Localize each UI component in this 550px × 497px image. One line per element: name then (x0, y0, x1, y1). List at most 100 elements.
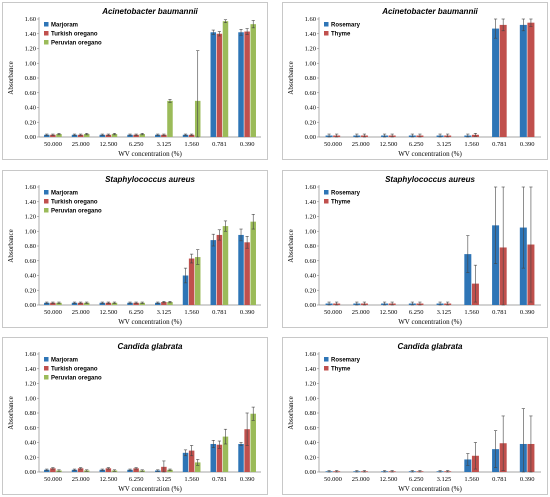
bar (71, 469, 78, 472)
bar (50, 302, 56, 305)
bar (155, 134, 161, 137)
bar (222, 21, 229, 137)
y-tick-label: 0.20 (305, 287, 316, 294)
bar (99, 302, 106, 305)
y-axis-label: Absorbance (7, 229, 15, 262)
x-tick-label: 50.000 (44, 476, 62, 483)
bar (216, 444, 223, 472)
legend-swatch (44, 190, 49, 195)
y-axis-label: Absorbance (7, 396, 15, 429)
y-tick-label: 1.00 (305, 395, 316, 402)
x-tick-label: 3.125 (437, 309, 452, 316)
legend-label: Thyme (331, 31, 351, 37)
bar (83, 134, 90, 137)
bar (210, 32, 217, 137)
chart-panel-1: Acinetobacter baumannii 0.00 0.20 0.40 0.60 0… (2, 2, 268, 160)
y-tick-label: 0.60 (25, 258, 36, 265)
legend-label: Peruvian oregano (51, 375, 102, 381)
bar (50, 134, 56, 137)
y-axis-label: Absorbance (287, 396, 295, 429)
legend-label: Rosemary (331, 22, 361, 28)
y-tick-label: 0.00 (25, 302, 36, 309)
bar (222, 226, 229, 305)
x-tick-label: 50.000 (324, 476, 342, 483)
x-tick-label: 3.125 (437, 476, 452, 483)
bar (161, 302, 167, 305)
bar (127, 134, 133, 137)
bar (56, 134, 62, 137)
bar (56, 302, 62, 305)
y-tick-label: 1.00 (305, 60, 316, 67)
bar (105, 134, 112, 137)
bar (182, 134, 189, 137)
x-tick-label: 6.250 (129, 476, 144, 483)
bar (238, 443, 244, 472)
chart-title: Staphylococcus aureus (385, 175, 475, 184)
legend-swatch (44, 375, 49, 380)
y-tick-label: 1.60 (25, 184, 36, 191)
x-tick-label: 12.500 (379, 309, 397, 316)
bar (499, 24, 507, 137)
x-tick-label: 1.560 (464, 141, 479, 148)
x-tick-label: 25.000 (72, 476, 90, 483)
y-axis-label: Absorbance (287, 61, 295, 94)
x-tick-label: 6.250 (409, 141, 424, 148)
x-tick-label: 3.125 (437, 141, 452, 148)
x-tick-label: 0.781 (212, 309, 227, 316)
legend-swatch (44, 199, 49, 204)
bar (71, 134, 78, 137)
x-tick-label: 12.500 (99, 476, 117, 483)
bar (194, 257, 201, 305)
y-tick-label: 1.40 (25, 31, 36, 38)
y-tick-label: 0.20 (25, 119, 36, 126)
y-tick-label: 1.20 (25, 214, 36, 221)
y-tick-label: 0.00 (305, 302, 316, 309)
y-axis-label: Absorbance (287, 229, 295, 262)
legend-swatch (324, 22, 329, 27)
bar (44, 469, 50, 472)
bar (222, 436, 229, 472)
y-tick-label: 1.20 (305, 214, 316, 221)
bar (210, 443, 217, 472)
y-tick-label: 1.60 (305, 351, 316, 358)
bar (244, 31, 250, 138)
bar (127, 469, 133, 472)
y-tick-label: 1.40 (305, 31, 316, 38)
y-tick-label: 1.60 (25, 16, 36, 23)
y-tick-label: 1.00 (25, 228, 36, 235)
bar (527, 22, 535, 137)
y-tick-label: 1.40 (25, 366, 36, 373)
x-tick-label: 0.390 (520, 309, 535, 316)
bar (167, 100, 173, 137)
x-tick-label: 25.000 (72, 141, 90, 148)
x-axis-label: WV concentration (%) (398, 150, 462, 158)
bar (44, 134, 50, 137)
chart-panel-6: Candida glabrata 0.00 0.20 0.40 0.60 0.80 1.00… (282, 337, 548, 495)
bar (182, 452, 189, 472)
y-tick-label: 0.60 (305, 258, 316, 265)
x-axis-label: WV concentration (%) (118, 150, 182, 158)
bar (99, 134, 106, 137)
bar (99, 469, 106, 472)
bar (216, 234, 223, 305)
x-tick-label: 1.560 (184, 476, 199, 483)
bar (188, 134, 195, 137)
bar (71, 302, 78, 305)
bar (188, 450, 195, 472)
bar (464, 459, 472, 472)
x-axis-label: WV concentration (%) (398, 318, 462, 326)
y-tick-label: 1.60 (305, 184, 316, 191)
y-tick-label: 0.20 (25, 454, 36, 461)
x-tick-label: 25.000 (352, 309, 370, 316)
y-tick-label: 0.60 (305, 425, 316, 432)
x-tick-label: 6.250 (409, 476, 424, 483)
y-tick-label: 1.20 (25, 381, 36, 388)
bar (182, 275, 189, 305)
x-axis-label: WV concentration (%) (398, 485, 462, 493)
legend-label: Turkish oregano (51, 366, 98, 372)
y-tick-label: 0.00 (305, 134, 316, 141)
y-tick-label: 0.60 (305, 90, 316, 97)
x-tick-label: 0.390 (240, 141, 255, 148)
legend-label: Marjoram (51, 190, 78, 196)
chart-title: Acinetobacter baumannii (381, 7, 478, 16)
